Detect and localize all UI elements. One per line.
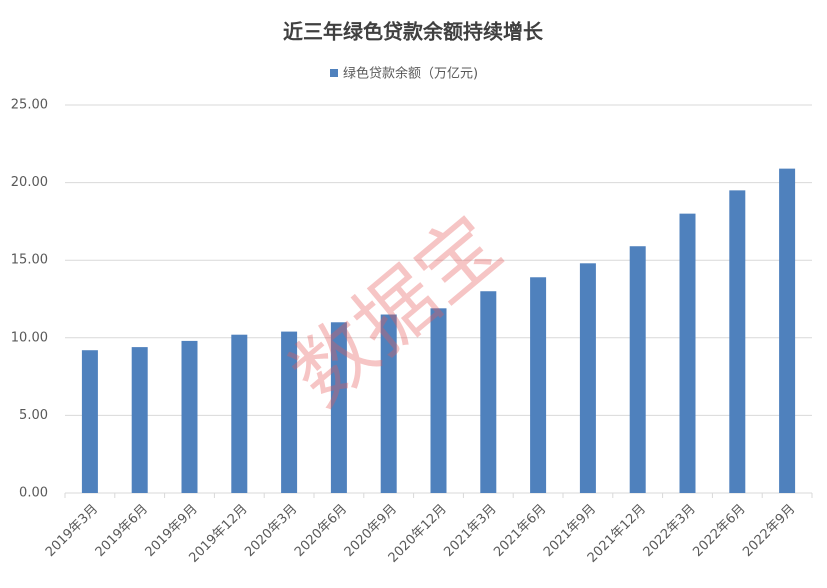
bar xyxy=(679,213,696,493)
bar xyxy=(380,314,397,493)
legend-label: 绿色贷款余额（万亿元) xyxy=(343,66,478,82)
bar xyxy=(480,291,497,493)
bar xyxy=(729,190,746,494)
bar xyxy=(181,340,198,493)
legend-swatch xyxy=(330,69,338,77)
chart-title: 近三年绿色贷款余额持续增长 xyxy=(283,20,544,44)
y-tick-label: 10.00 xyxy=(11,330,48,345)
y-tick-label: 20.00 xyxy=(11,175,48,190)
bar xyxy=(81,350,98,493)
bar xyxy=(779,168,796,493)
bar xyxy=(131,347,148,493)
y-tick-label: 15.00 xyxy=(11,253,48,268)
bar xyxy=(231,334,248,493)
y-tick-label: 5.00 xyxy=(19,408,48,423)
bar xyxy=(330,322,347,493)
bar xyxy=(430,308,447,493)
bar xyxy=(530,277,547,493)
y-tick-label: 25.00 xyxy=(11,98,48,113)
bar xyxy=(281,331,298,493)
bar xyxy=(579,263,596,493)
bar xyxy=(629,246,646,493)
y-tick-label: 0.00 xyxy=(19,486,48,501)
